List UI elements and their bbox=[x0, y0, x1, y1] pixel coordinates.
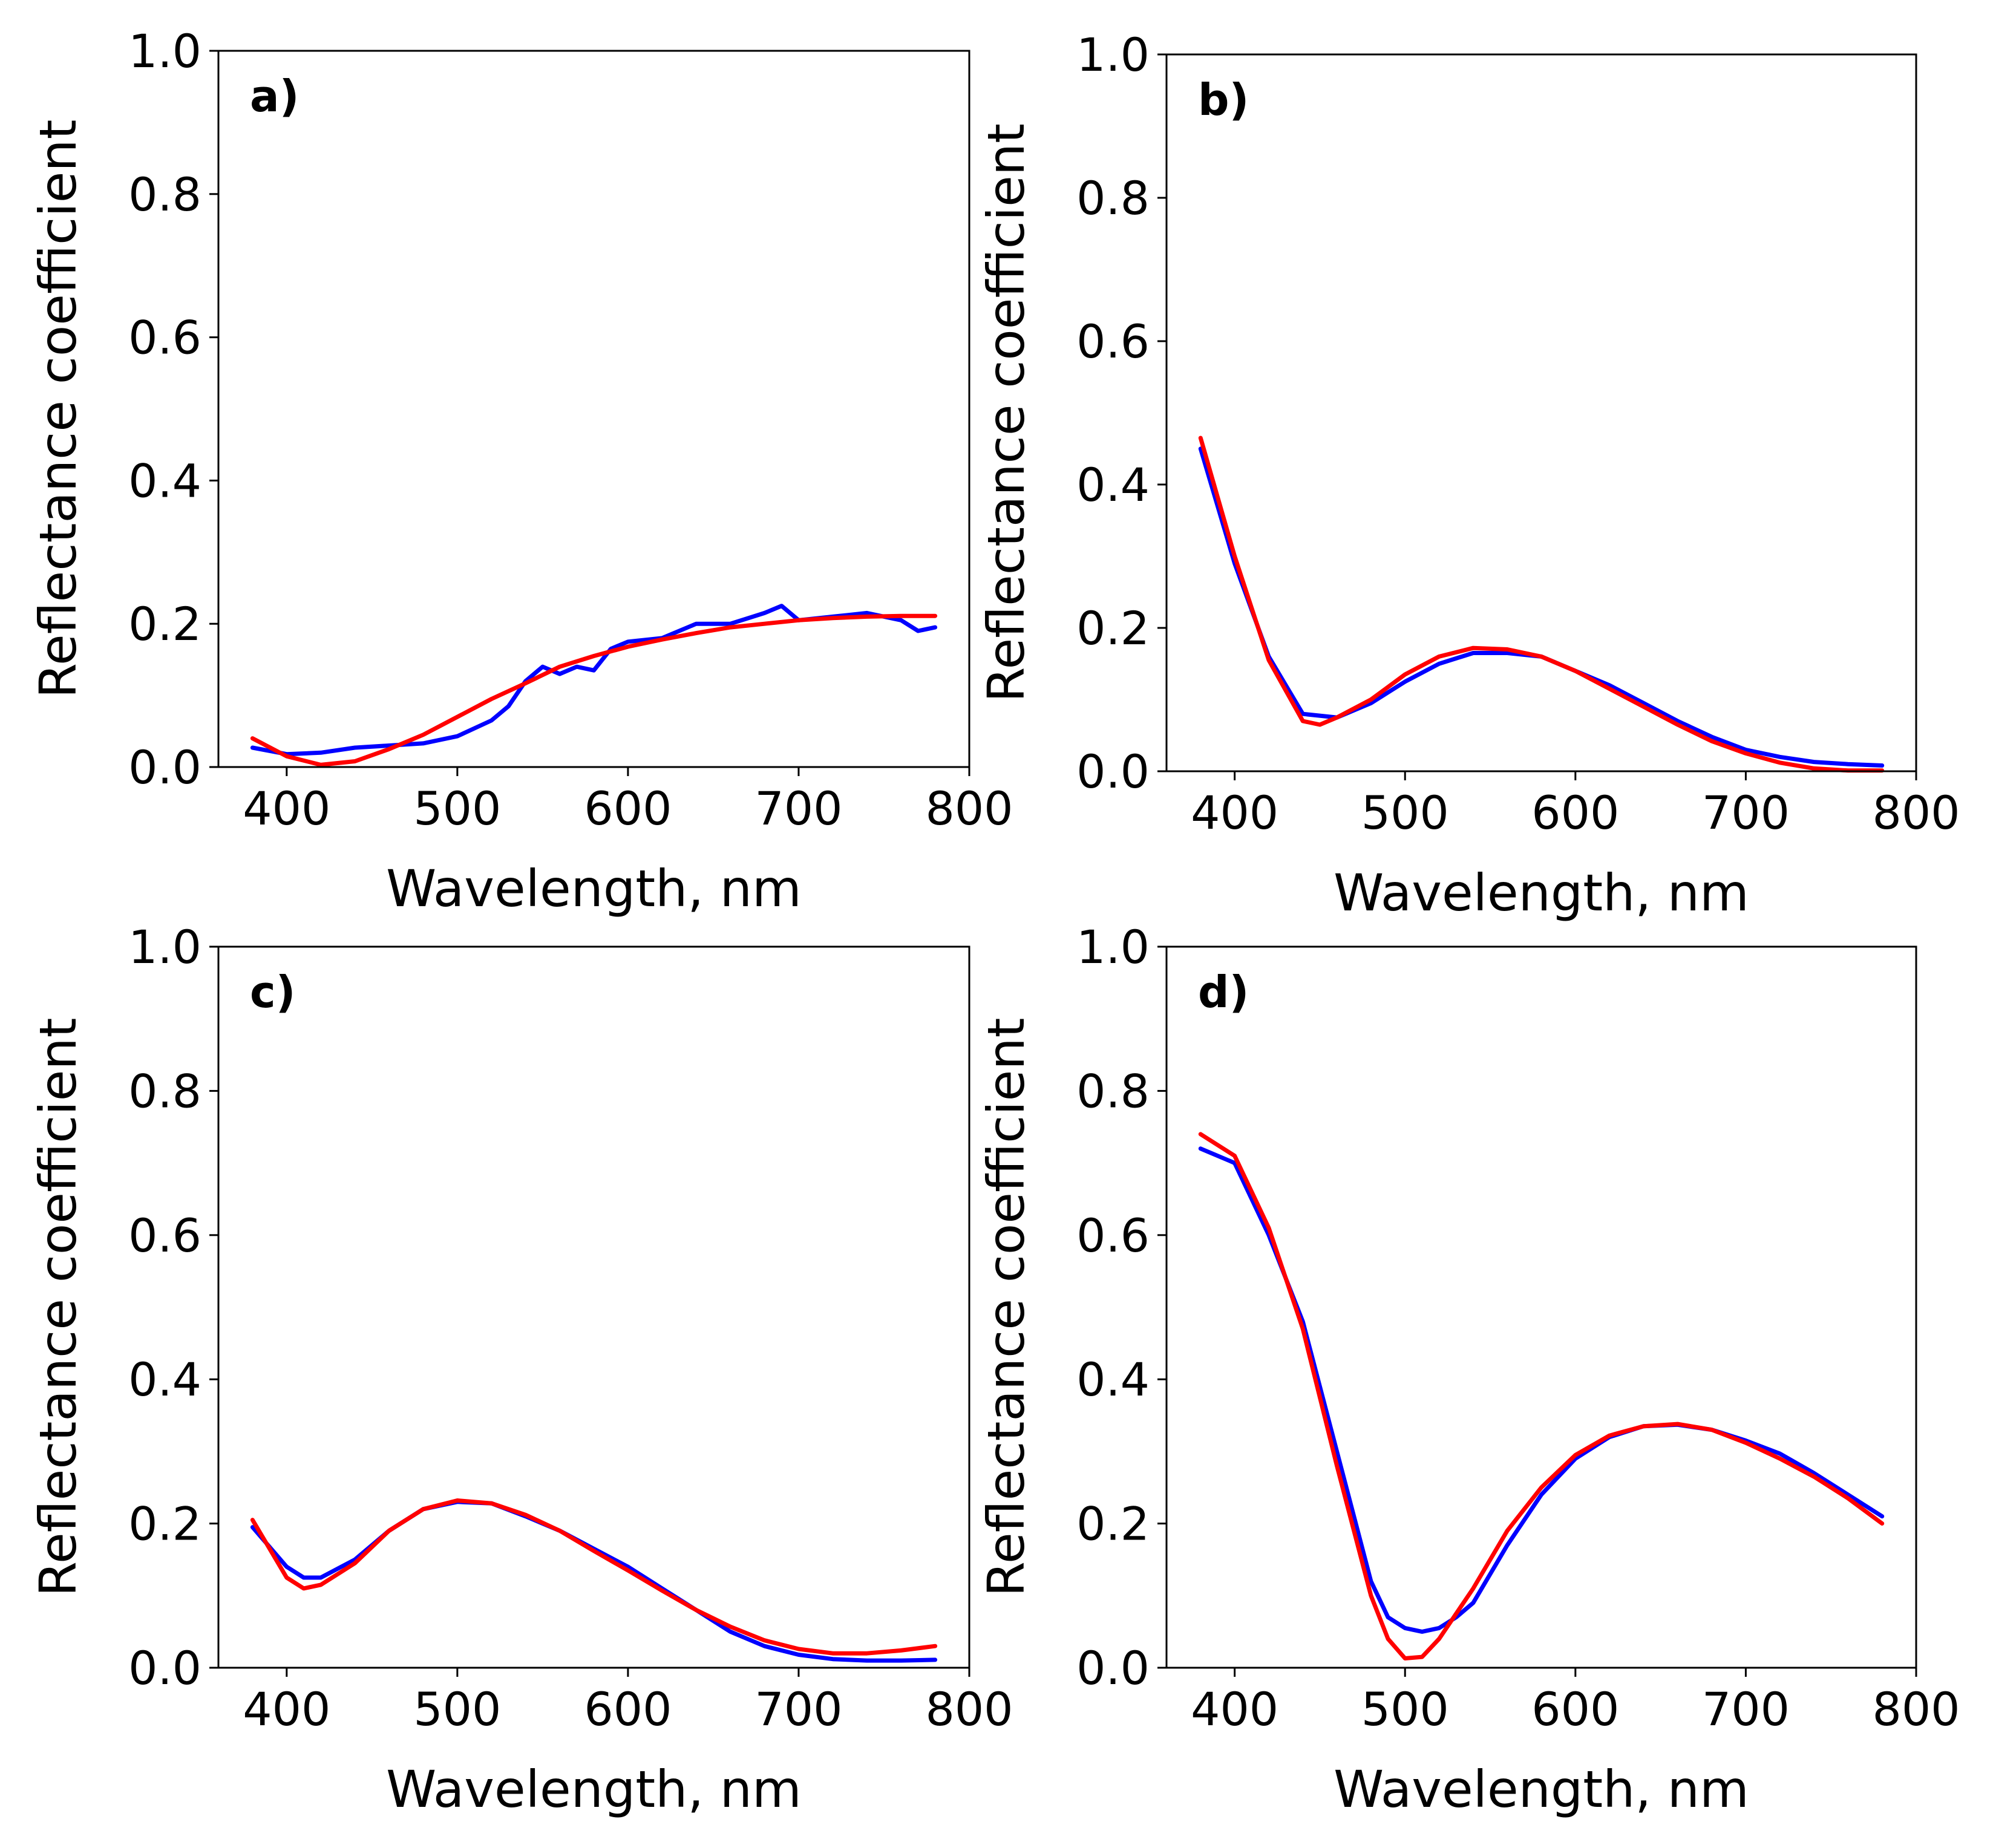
y-tick-label: 0.8 bbox=[128, 1064, 201, 1118]
y-tick-label: 0.2 bbox=[128, 1497, 201, 1551]
y-tick-label: 0.2 bbox=[1076, 601, 1150, 655]
x-tick-label: 800 bbox=[1872, 1682, 1960, 1736]
y-tick-label: 1.0 bbox=[1076, 920, 1150, 974]
x-tick-label: 800 bbox=[925, 782, 1013, 835]
x-axis-label: Wavelength, nm bbox=[386, 1760, 802, 1819]
x-tick-label: 400 bbox=[243, 1682, 330, 1736]
panel-d: 400 500 600 700 800 0.0 0.2 0.4 0.6 0.8 1.0 Wavelen… bbox=[977, 920, 1960, 1819]
y-tick-label: 1.0 bbox=[128, 920, 201, 974]
x-tick-label: 800 bbox=[1872, 786, 1960, 840]
y-axis-label: Reflectance coefficient bbox=[28, 119, 88, 698]
axes-frame bbox=[217, 945, 970, 1669]
x-tick-label: 400 bbox=[1191, 786, 1278, 840]
series-line-fit bbox=[250, 1498, 938, 1656]
x-tick-label: 400 bbox=[243, 782, 330, 835]
x-tick-label: 500 bbox=[413, 1682, 501, 1736]
y-tick-label: 0.0 bbox=[1076, 745, 1150, 798]
series-line-fit bbox=[1198, 436, 1885, 773]
x-tick-label: 600 bbox=[1531, 1682, 1619, 1736]
y-tick-label: 0.2 bbox=[128, 597, 201, 651]
y-tick-label: 0.0 bbox=[128, 740, 201, 794]
panel-label: b) bbox=[1198, 74, 1249, 125]
x-axis-label: Wavelength, nm bbox=[1334, 863, 1749, 922]
y-tick-label: 0.6 bbox=[1076, 315, 1150, 368]
y-tick-label: 0.6 bbox=[1076, 1209, 1150, 1262]
panel-label: d) bbox=[1198, 967, 1249, 1017]
y-tick-label: 0.8 bbox=[1076, 1064, 1150, 1118]
x-axis-label: Wavelength, nm bbox=[1334, 1760, 1749, 1819]
x-tick-label: 700 bbox=[1702, 1682, 1790, 1736]
y-tick-label: 0.0 bbox=[128, 1641, 201, 1695]
x-tick-label: 500 bbox=[1361, 786, 1449, 840]
y-tick-label: 1.0 bbox=[128, 24, 201, 78]
x-tick-label: 700 bbox=[754, 1682, 842, 1736]
series-line-fit bbox=[250, 613, 938, 767]
series-line-measured bbox=[250, 604, 938, 757]
series-line-measured bbox=[1198, 1146, 1885, 1634]
axes-frame bbox=[1165, 53, 1917, 772]
x-tick-label: 600 bbox=[584, 782, 672, 835]
x-tick-label: 700 bbox=[1702, 786, 1790, 840]
x-tick-label: 400 bbox=[1191, 1682, 1278, 1736]
y-axis-label: Reflectance coefficient bbox=[977, 1017, 1036, 1596]
y-tick-label: 0.8 bbox=[128, 168, 201, 221]
y-tick-label: 0.2 bbox=[1076, 1497, 1150, 1551]
panel-a: 400 500 600 700 800 0.0 0.2 0.4 0.6 0.8 1.0 Wavelen… bbox=[28, 24, 1013, 918]
series-line-fit bbox=[1198, 1132, 1885, 1660]
y-tick-label: 0.4 bbox=[1076, 458, 1150, 512]
x-tick-label: 800 bbox=[925, 1682, 1013, 1736]
y-tick-label: 0.4 bbox=[128, 1353, 201, 1406]
y-tick-label: 0.6 bbox=[128, 1209, 201, 1262]
panel-label: c) bbox=[250, 967, 296, 1017]
y-axis-label: Reflectance coefficient bbox=[28, 1017, 88, 1596]
panel-label: a) bbox=[250, 71, 299, 122]
x-tick-label: 500 bbox=[1361, 1682, 1449, 1736]
y-tick-label: 0.4 bbox=[1076, 1353, 1150, 1406]
x-tick-label: 600 bbox=[584, 1682, 672, 1736]
panel-c: 400 500 600 700 800 0.0 0.2 0.4 0.6 0.8 1.0 Wavelen… bbox=[28, 920, 1013, 1819]
x-tick-label: 700 bbox=[754, 782, 842, 835]
series-line-measured bbox=[250, 1500, 938, 1663]
y-tick-label: 0.0 bbox=[1076, 1641, 1150, 1695]
axes-frame bbox=[1165, 945, 1917, 1669]
y-tick-label: 0.6 bbox=[128, 311, 201, 365]
x-axis-label: Wavelength, nm bbox=[386, 859, 802, 918]
x-tick-label: 500 bbox=[413, 782, 501, 835]
y-tick-label: 1.0 bbox=[1076, 28, 1150, 82]
y-tick-label: 0.4 bbox=[128, 454, 201, 508]
panel-b: 400 500 600 700 800 0.0 0.2 0.4 0.6 0.8 1.0 Wavelen… bbox=[977, 28, 1960, 922]
y-axis-label: Reflectance coefficient bbox=[977, 123, 1036, 702]
x-tick-label: 600 bbox=[1531, 786, 1619, 840]
axes-frame bbox=[217, 50, 970, 768]
y-tick-label: 0.8 bbox=[1076, 171, 1150, 225]
